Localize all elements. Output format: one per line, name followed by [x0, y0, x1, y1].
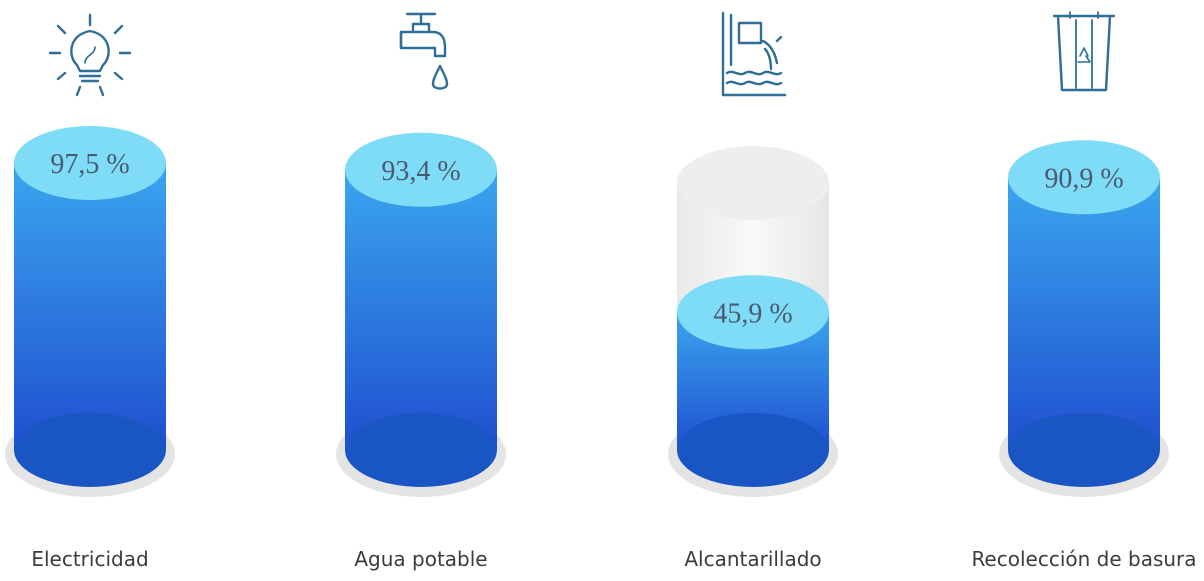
bar-liquid [14, 163, 166, 450]
category-label: Agua potable [354, 547, 487, 571]
lightbulb-icon [48, 13, 132, 97]
bar-liquid [1008, 177, 1160, 451]
glass-top [677, 146, 829, 220]
liquid-bottom [14, 413, 166, 487]
value-label: 97,5 % [50, 149, 129, 180]
liquid-surface [14, 126, 166, 200]
value-label: 93,4 % [381, 156, 460, 187]
category-label: Alcantarillado [684, 547, 821, 571]
liquid-bottom [1008, 413, 1160, 487]
category-label: Electricidad [31, 547, 148, 571]
recycle-bin-icon [1052, 11, 1116, 92]
cylinder-2 [336, 132, 506, 497]
liquid-surface [677, 275, 829, 350]
sewer-pipe-icon [721, 11, 787, 97]
liquid-surface [345, 132, 497, 207]
cylinder-3 [668, 146, 838, 497]
water-tap-icon [399, 12, 449, 90]
cylinder-4 [999, 140, 1169, 497]
liquid-bottom [677, 413, 829, 487]
cylinder-1 [5, 126, 175, 497]
liquid-bottom [345, 413, 497, 487]
value-label: 45,9 % [713, 298, 792, 329]
value-label: 90,9 % [1044, 163, 1123, 194]
category-label: Recolección de basura [971, 547, 1196, 571]
liquid-surface [1008, 140, 1160, 215]
bar-liquid [345, 169, 497, 451]
